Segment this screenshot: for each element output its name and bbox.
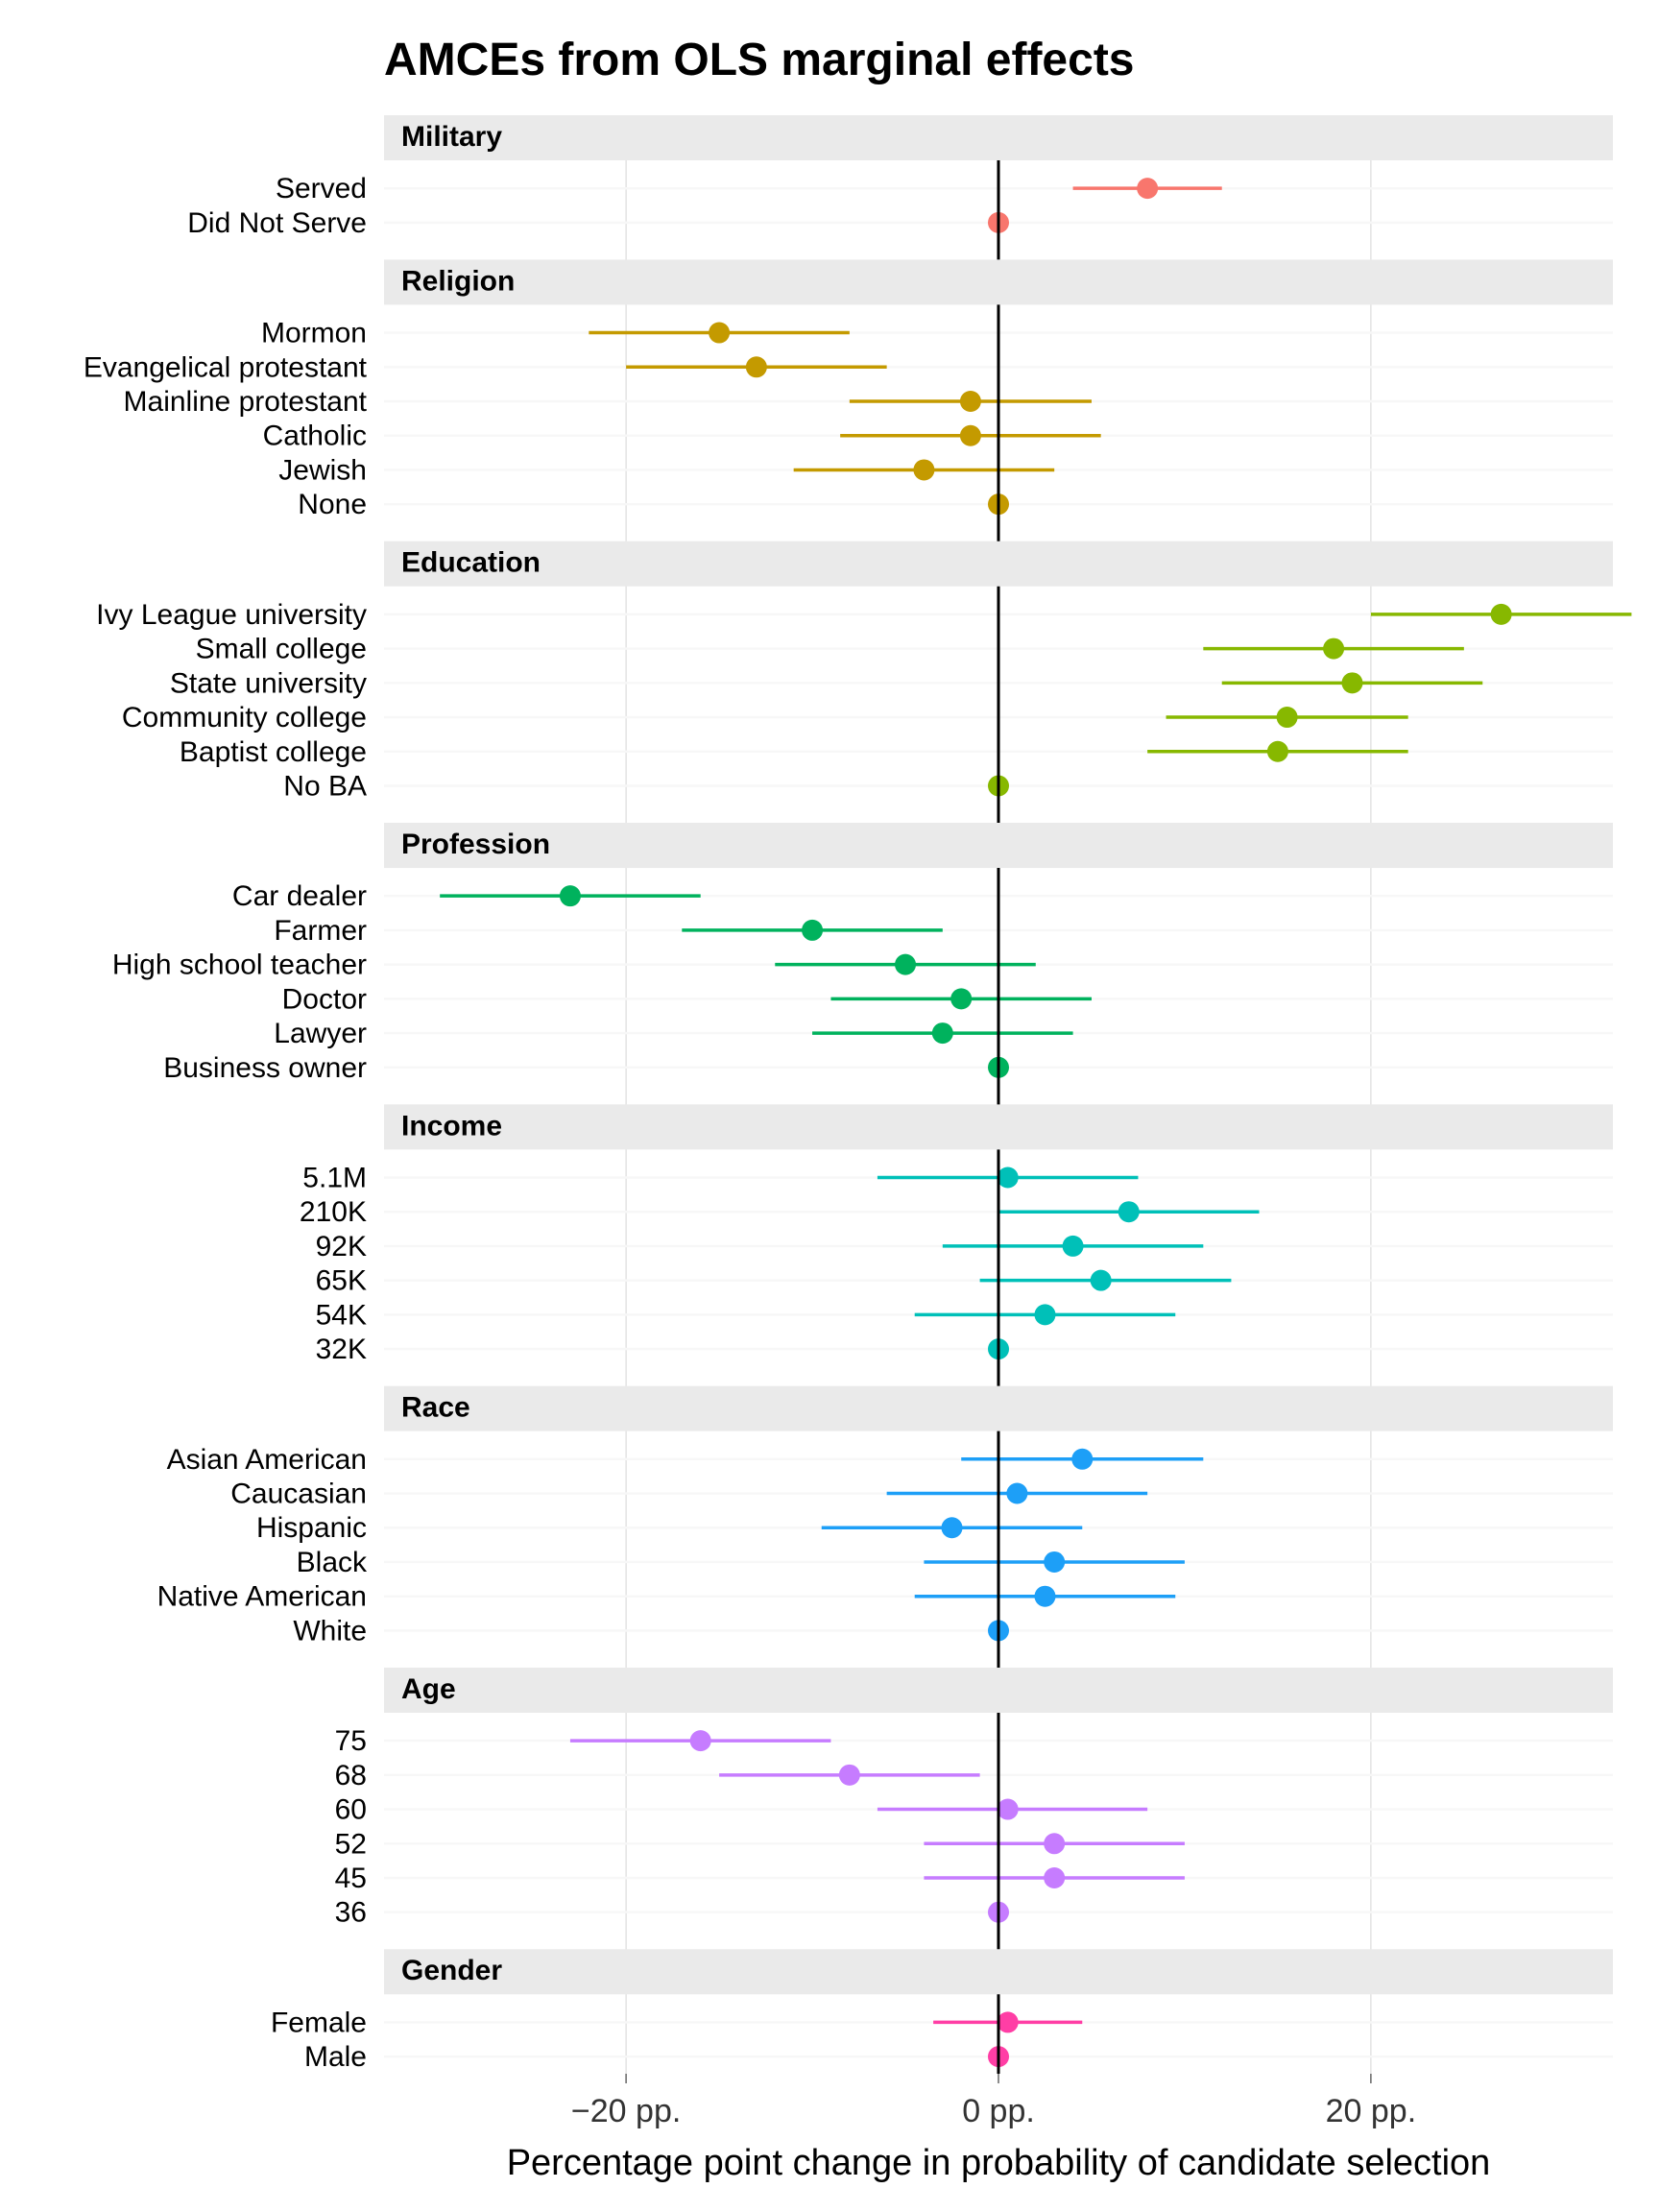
x-tick-label: 20 pp. [1326,2093,1417,2129]
point-estimate [998,1799,1019,1820]
point-estimate [950,988,972,1009]
y-axis-label: 68 [335,1760,367,1791]
group-title: Income [401,1110,502,1142]
y-axis-label: Baptist college [180,736,367,768]
point-estimate [998,1166,1019,1188]
point-estimate [802,920,823,941]
chart-title: AMCEs from OLS marginal effects [384,35,1135,85]
point-estimate [895,954,916,975]
y-axis-label: Did Not Serve [187,207,367,239]
x-tick-label: 0 pp. [962,2093,1035,2129]
group-title: Military [401,121,502,153]
y-axis-label: Catholic [263,421,367,452]
y-axis-label: Hispanic [256,1512,367,1544]
y-axis-label: Female [271,2007,367,2038]
group-title: Religion [401,265,515,297]
y-axis-label: 60 [335,1794,367,1826]
y-axis-label: Asian American [167,1444,367,1476]
point-estimate [1034,1304,1055,1325]
y-axis-label: 75 [335,1725,367,1757]
y-axis-label: Black [297,1547,368,1578]
group-title: Education [401,547,541,579]
point-estimate [709,323,730,344]
point-estimate [1006,1483,1027,1504]
point-estimate [746,356,767,377]
point-estimate [560,885,581,906]
y-axis-label: 54K [316,1299,367,1331]
y-axis-label: Farmer [274,915,367,947]
point-estimate [998,2011,1019,2032]
group-title: Profession [401,829,550,860]
y-axis-label: State university [170,667,367,699]
point-estimate [1137,178,1158,199]
point-estimate [1034,1586,1055,1607]
y-axis-label: 36 [335,1897,367,1929]
group-title: Age [401,1673,456,1705]
y-axis-label: 210K [300,1196,367,1228]
y-axis-label: Business owner [163,1052,367,1084]
point-estimate [913,459,934,480]
point-estimate [1341,672,1362,693]
y-axis-label: None [298,489,367,520]
y-axis-label: 92K [316,1231,367,1262]
y-axis-label: High school teacher [112,950,367,981]
y-axis-label: Community college [122,702,367,733]
point-estimate [1323,638,1344,660]
point-estimate [960,391,981,412]
point-estimate [1063,1236,1084,1257]
y-axis-label: Jewish [278,454,367,486]
y-axis-label: No BA [283,770,367,802]
point-estimate [1044,1867,1065,1888]
y-axis-label: Lawyer [274,1018,367,1049]
point-estimate [1091,1270,1112,1291]
point-estimate [1267,741,1288,762]
group-title: Gender [401,1955,502,1986]
point-estimate [932,1022,953,1044]
y-axis-label: 52 [335,1828,367,1860]
point-estimate [1044,1833,1065,1854]
group-header: Income [384,1104,1613,1149]
x-tick-label: −20 pp. [571,2093,681,2129]
y-axis-label: Caucasian [230,1479,367,1510]
chart-container: AMCEs from OLS marginal effects Military S… [0,0,1659,2212]
y-axis-label: Mainline protestant [124,386,368,418]
point-estimate [1491,604,1512,625]
y-axis-label: 5.1M [302,1162,367,1193]
group-header: Religion [384,259,1613,304]
point-estimate [1277,707,1298,728]
group-header: Education [384,541,1613,587]
group-title: Race [401,1392,470,1424]
group-header: Gender [384,1949,1613,1994]
group-header: Age [384,1668,1613,1713]
amce-chart: AMCEs from OLS marginal effects Military S… [0,0,1659,2212]
point-estimate [839,1765,860,1786]
group-header: Profession [384,823,1613,868]
x-axis-title: Percentage point change in probability o… [507,2143,1491,2183]
y-axis-label: Small college [196,634,367,665]
y-axis-label: Ivy League university [96,599,367,631]
y-axis-label: 45 [335,1863,367,1894]
y-axis-label: Male [304,2041,367,2073]
point-estimate [942,1517,963,1538]
group-header: Military [384,115,1613,160]
y-axis-label: Doctor [282,983,367,1015]
group-header: Race [384,1386,1613,1431]
y-axis-label: White [293,1615,367,1647]
point-estimate [690,1730,711,1751]
y-axis-label: Evangelical protestant [84,351,368,383]
y-axis-label: Car dealer [232,880,367,912]
y-axis-label: Native American [157,1581,367,1613]
point-estimate [1044,1551,1065,1573]
y-axis-label: 32K [316,1334,367,1365]
y-axis-label: Mormon [261,318,367,349]
point-estimate [1118,1201,1140,1222]
point-estimate [960,425,981,446]
y-axis-label: Served [276,173,367,204]
y-axis-label: 65K [316,1265,367,1297]
point-estimate [1071,1449,1093,1470]
